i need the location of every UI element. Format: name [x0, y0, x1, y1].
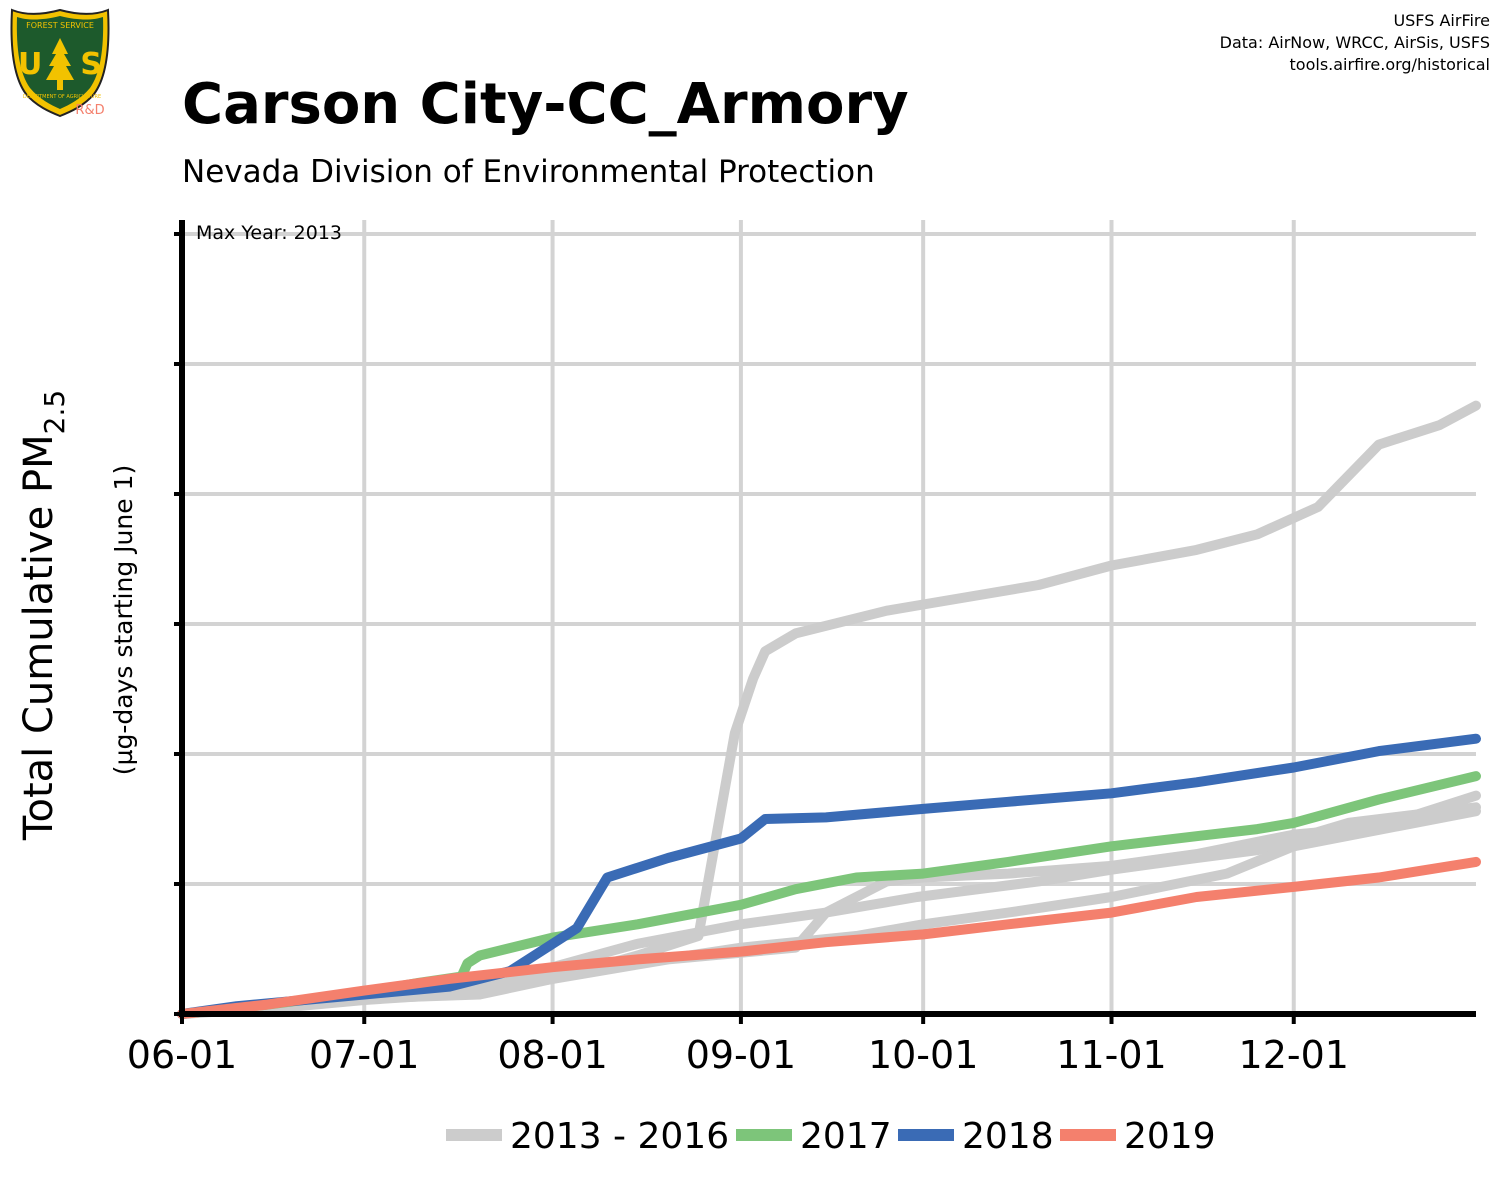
- usfs-shield-logo: FOREST SERVICE U S DEPARTMENT OF AGRICUL…: [10, 8, 110, 118]
- chart-title: Carson City-CC_Armory: [182, 72, 909, 137]
- series-line-2013-2016: [177, 400, 1481, 1019]
- grid-lines: [182, 220, 1476, 1014]
- credit-line-3: tools.airfire.org/historical: [1289, 55, 1490, 74]
- chart-subtitle: Nevada Division of Environmental Protect…: [182, 154, 875, 190]
- series-line-2019: [177, 856, 1481, 1019]
- x-tick-label: 09-01: [686, 1033, 796, 1077]
- legend: 2013 - 2016 2017 2018 2019: [446, 1116, 1216, 1157]
- legend-label: 2013 - 2016: [510, 1116, 729, 1157]
- axes: [174, 220, 1476, 1024]
- legend-label: 2017: [800, 1116, 892, 1157]
- series-lines: [177, 400, 1481, 1019]
- logo-badge: R&D: [75, 103, 104, 118]
- y-axis-label: Total Cumulative PM2.5: [16, 390, 71, 841]
- x-tick-label: 11-01: [1056, 1033, 1166, 1077]
- x-tick-label: 10-01: [868, 1033, 978, 1077]
- credit-line-2: Data: AirNow, WRCC, AirSis, USFS: [1219, 33, 1490, 52]
- legend-label: 2018: [962, 1116, 1054, 1157]
- data-credits: USFS AirFire Data: AirNow, WRCC, AirSis,…: [1220, 10, 1490, 76]
- svg-text:Total Cumulative PM2.5: Total Cumulative PM2.5: [16, 390, 71, 841]
- logo-text-letters: U S: [18, 47, 102, 82]
- x-tick-label: 12-01: [1239, 1033, 1349, 1077]
- tree-icon: [46, 38, 74, 90]
- legend-label: 2019: [1124, 1116, 1216, 1157]
- credit-line-1: USFS AirFire: [1393, 11, 1490, 30]
- y-axis-label-subscript: 2.5: [38, 390, 71, 435]
- x-tick-label: 06-01: [127, 1033, 237, 1077]
- series-line-2013-2016: [177, 802, 1481, 1019]
- x-tick-label: 08-01: [497, 1033, 607, 1077]
- series-line-2017: [177, 771, 1481, 1019]
- y-axis-note: (µg-days starting June 1): [109, 465, 138, 775]
- x-tick-labels: 06-01 07-01 08-01 09-01 10-01 11-01 12-01: [127, 1033, 1349, 1077]
- logo-text-bottom: DEPARTMENT OF AGRICULTURE: [23, 94, 101, 100]
- x-tick-label: 07-01: [309, 1033, 419, 1077]
- y-axis-label-main: Total Cumulative PM: [16, 434, 62, 841]
- series-line-2018: [177, 733, 1481, 1019]
- logo-text-top: FOREST SERVICE: [26, 21, 94, 30]
- max-year-annotation: Max Year: 2013: [196, 222, 342, 244]
